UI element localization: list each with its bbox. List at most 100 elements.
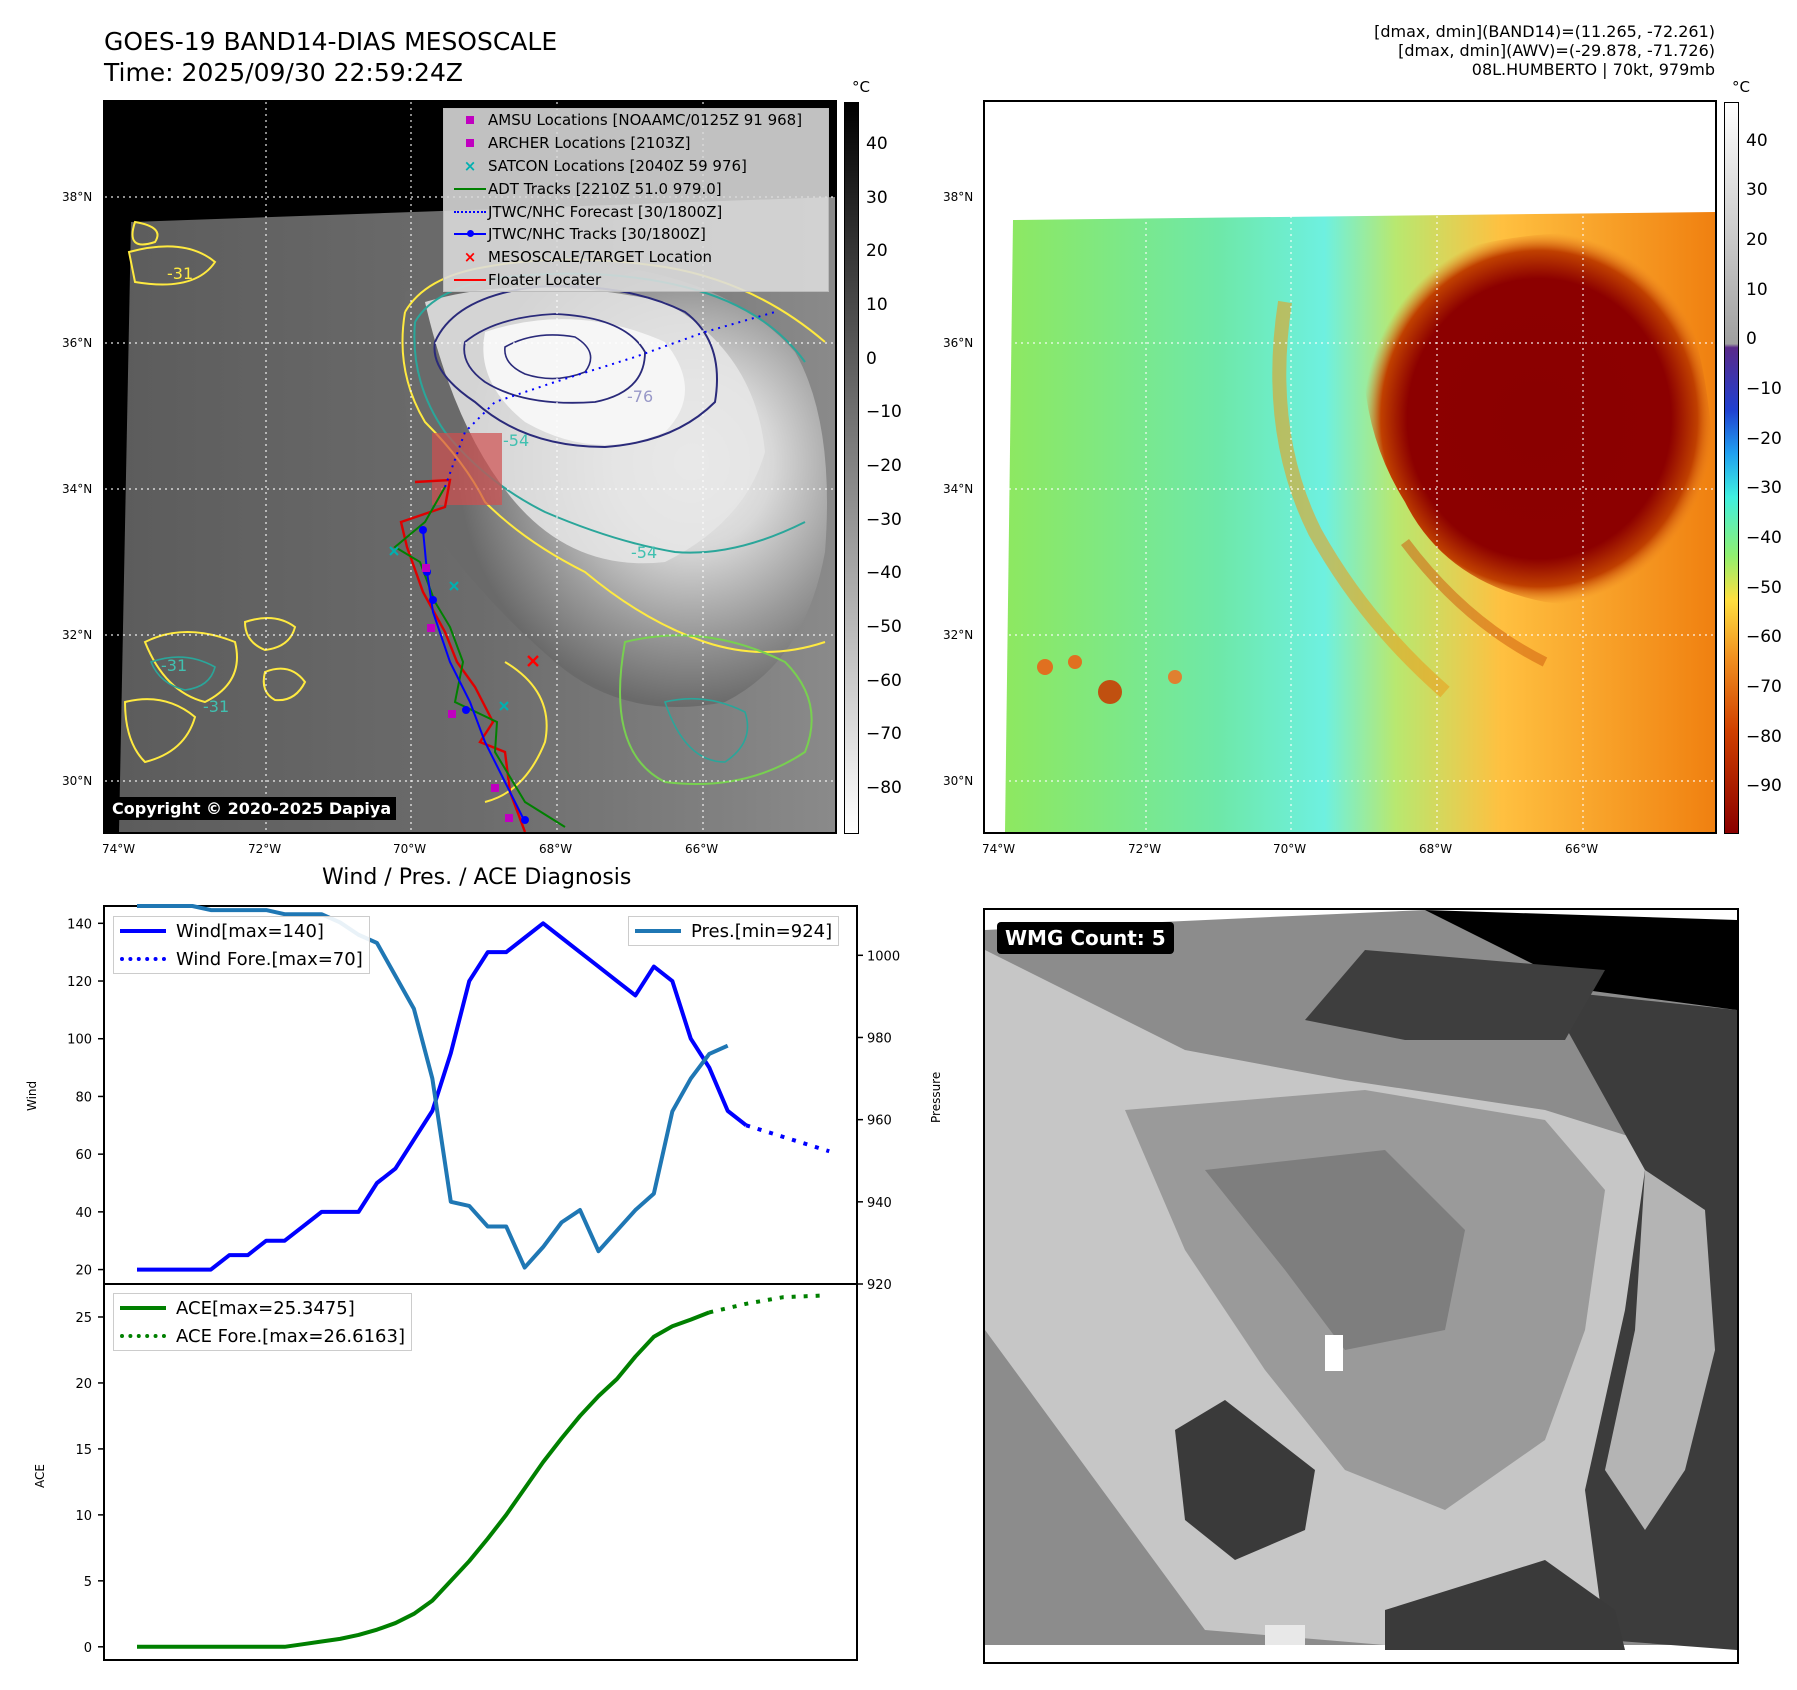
colorbar-unit: °C: [852, 78, 870, 96]
info-line-3: 08L.HUMBERTO | 70kt, 979mb: [1471, 60, 1715, 79]
contour-label: -31: [167, 264, 193, 283]
colorbar-tick-label: 0: [866, 348, 877, 369]
wind-pres-ace-chart: 1401201008060402010009809609409202520151…: [25, 904, 943, 1661]
colorbar-tick-label: 20: [1746, 230, 1768, 251]
colorbar-tick-label: 40: [866, 133, 888, 154]
pressure-tick-label: 980: [867, 1031, 892, 1046]
square-marker-icon: [452, 116, 488, 125]
lon-label: 66°W: [1565, 842, 1599, 856]
wind-tick-label: 40: [75, 1206, 92, 1221]
lon-label: 72°W: [1128, 842, 1162, 856]
wmg-panel: WMG Count: 5: [983, 908, 1739, 1664]
colorbar-tick-label: 0: [1746, 329, 1757, 350]
colorbar-tick-label: −20: [866, 456, 902, 476]
info-line-2: [dmax, dmin](AWV)=(-29.878, -71.726): [1398, 41, 1715, 60]
colorbar-tick-label: −60: [1746, 627, 1782, 648]
wind-line: [137, 921, 748, 1272]
contour-label: -31: [161, 656, 187, 675]
pressure-legend: Pres.[min=924]: [628, 916, 840, 946]
x-marker-icon: ×: [463, 156, 477, 175]
line-icon: [120, 1306, 166, 1310]
info-line-1: [dmax, dmin](BAND14)=(11.265, -72.261): [1374, 22, 1715, 41]
colorbar-tick-label: −50: [1746, 577, 1782, 598]
colorbar-tick-label: −30: [1746, 478, 1782, 499]
legend-forecast: JTWC/NHC Forecast [30/1800Z]: [444, 200, 828, 223]
pressure-line: [137, 904, 729, 1270]
colorbar-unit: °C: [1732, 78, 1750, 96]
map-legend: AMSU Locations [NOAAMC/0125Z 91 968] ARC…: [443, 108, 829, 293]
ace-tick-label: 5: [84, 1575, 92, 1590]
contour-label: -76: [627, 387, 653, 406]
awv-map: [985, 102, 1715, 832]
lon-label: 70°W: [1273, 842, 1307, 856]
colorbar-tick-label: −90: [1746, 776, 1782, 797]
colorbar-tick-label: 30: [1746, 180, 1768, 201]
legend-target: × MESOSCALE/TARGET Location: [444, 246, 828, 269]
wind-tick-label: 20: [75, 1264, 92, 1279]
contour-label: -54: [631, 543, 657, 562]
ir-map-panel: -31 -31 -31 -76 -54 -54 AMSU Locations […: [103, 100, 837, 834]
contour-label: -54: [503, 431, 529, 450]
ace-forecast-line: [708, 1293, 821, 1315]
legend-ace-forecast: ACE Fore.[max=26.6163]: [114, 1322, 411, 1350]
lon-label: 70°W: [393, 842, 427, 856]
wind-legend: Wind[max=140] Wind Fore.[max=70]: [113, 916, 370, 974]
legend-wind: Wind[max=140]: [114, 917, 369, 945]
ir-colorbar: [844, 102, 859, 834]
title-line-2: Time: 2025/09/30 22:59:24Z: [104, 58, 463, 87]
legend-archer: ARCHER Locations [2103Z]: [444, 132, 828, 155]
legend-tracks: JTWC/NHC Tracks [30/1800Z]: [444, 223, 828, 246]
wind-forecast-line: [745, 1123, 830, 1154]
wmg-count-badge: WMG Count: 5: [997, 922, 1174, 954]
lat-label: 32°N: [943, 628, 974, 642]
colorbar-tick-label: −10: [1746, 379, 1782, 400]
awv-colorbar: [1724, 102, 1739, 834]
lon-label: 72°W: [248, 842, 282, 856]
lon-label: 68°W: [1419, 842, 1453, 856]
pressure-axis-label: Pressure: [929, 1072, 943, 1123]
lon-label: 66°W: [685, 842, 719, 856]
colorbar-tick-label: −70: [866, 724, 902, 745]
colorbar-tick-label: −70: [1746, 676, 1782, 697]
line-icon: [635, 929, 681, 933]
dotted-line-icon: [452, 210, 488, 213]
line-dot-icon: [452, 229, 488, 237]
legend-adt: ADT Tracks [2210Z 51.0 979.0]: [444, 177, 828, 200]
legend-wind-forecast: Wind Fore.[max=70]: [114, 945, 369, 973]
lat-label: 30°N: [62, 774, 93, 788]
pressure-tick-label: 940: [867, 1196, 892, 1211]
wind-tick-label: 60: [75, 1148, 92, 1163]
lat-label: 34°N: [943, 482, 974, 496]
legend-ace: ACE[max=25.3475]: [114, 1294, 411, 1322]
colorbar-tick-label: 30: [866, 187, 888, 208]
colorbar-tick-label: −10: [866, 402, 902, 423]
colorbar-tick-label: −20: [1746, 428, 1782, 449]
ace-axes-frame: [103, 1283, 858, 1661]
lon-label: 74°W: [102, 842, 136, 856]
colorbar-tick-label: 20: [866, 241, 888, 262]
ace-legend: ACE[max=25.3475] ACE Fore.[max=26.6163]: [113, 1293, 412, 1351]
lat-label: 34°N: [62, 482, 93, 496]
x-marker-icon: ×: [463, 248, 477, 267]
line-icon: [120, 929, 166, 933]
ace-tick-label: 25: [75, 1311, 92, 1326]
dotted-line-icon: [120, 957, 166, 961]
awv-map-panel: [983, 100, 1717, 834]
ace-tick-label: 0: [84, 1641, 92, 1656]
figure-title: GOES-19 BAND14-DIAS MESOSCALE Time: 2025…: [104, 26, 557, 88]
ace-line: [137, 1310, 710, 1649]
copyright-badge: Copyright © 2020-2025 Dapiya: [107, 797, 397, 820]
lat-label: 38°N: [943, 190, 974, 204]
dotted-line-icon: [120, 1334, 166, 1338]
colorbar-tick-label: −50: [866, 617, 902, 638]
wind-tick-label: 80: [75, 1090, 92, 1105]
ace-axis-label: ACE: [33, 1464, 47, 1488]
colorbar-tick-label: −80: [866, 778, 902, 799]
colorbar-tick-label: 10: [866, 294, 888, 315]
pressure-tick-label: 1000: [867, 949, 900, 964]
legend-satcon: × SATCON Locations [2040Z 59 976]: [444, 155, 828, 178]
ace-tick-label: 15: [75, 1443, 92, 1458]
lat-label: 30°N: [943, 774, 974, 788]
lat-label: 36°N: [62, 336, 93, 350]
colorbar-tick-label: −80: [1746, 726, 1782, 747]
